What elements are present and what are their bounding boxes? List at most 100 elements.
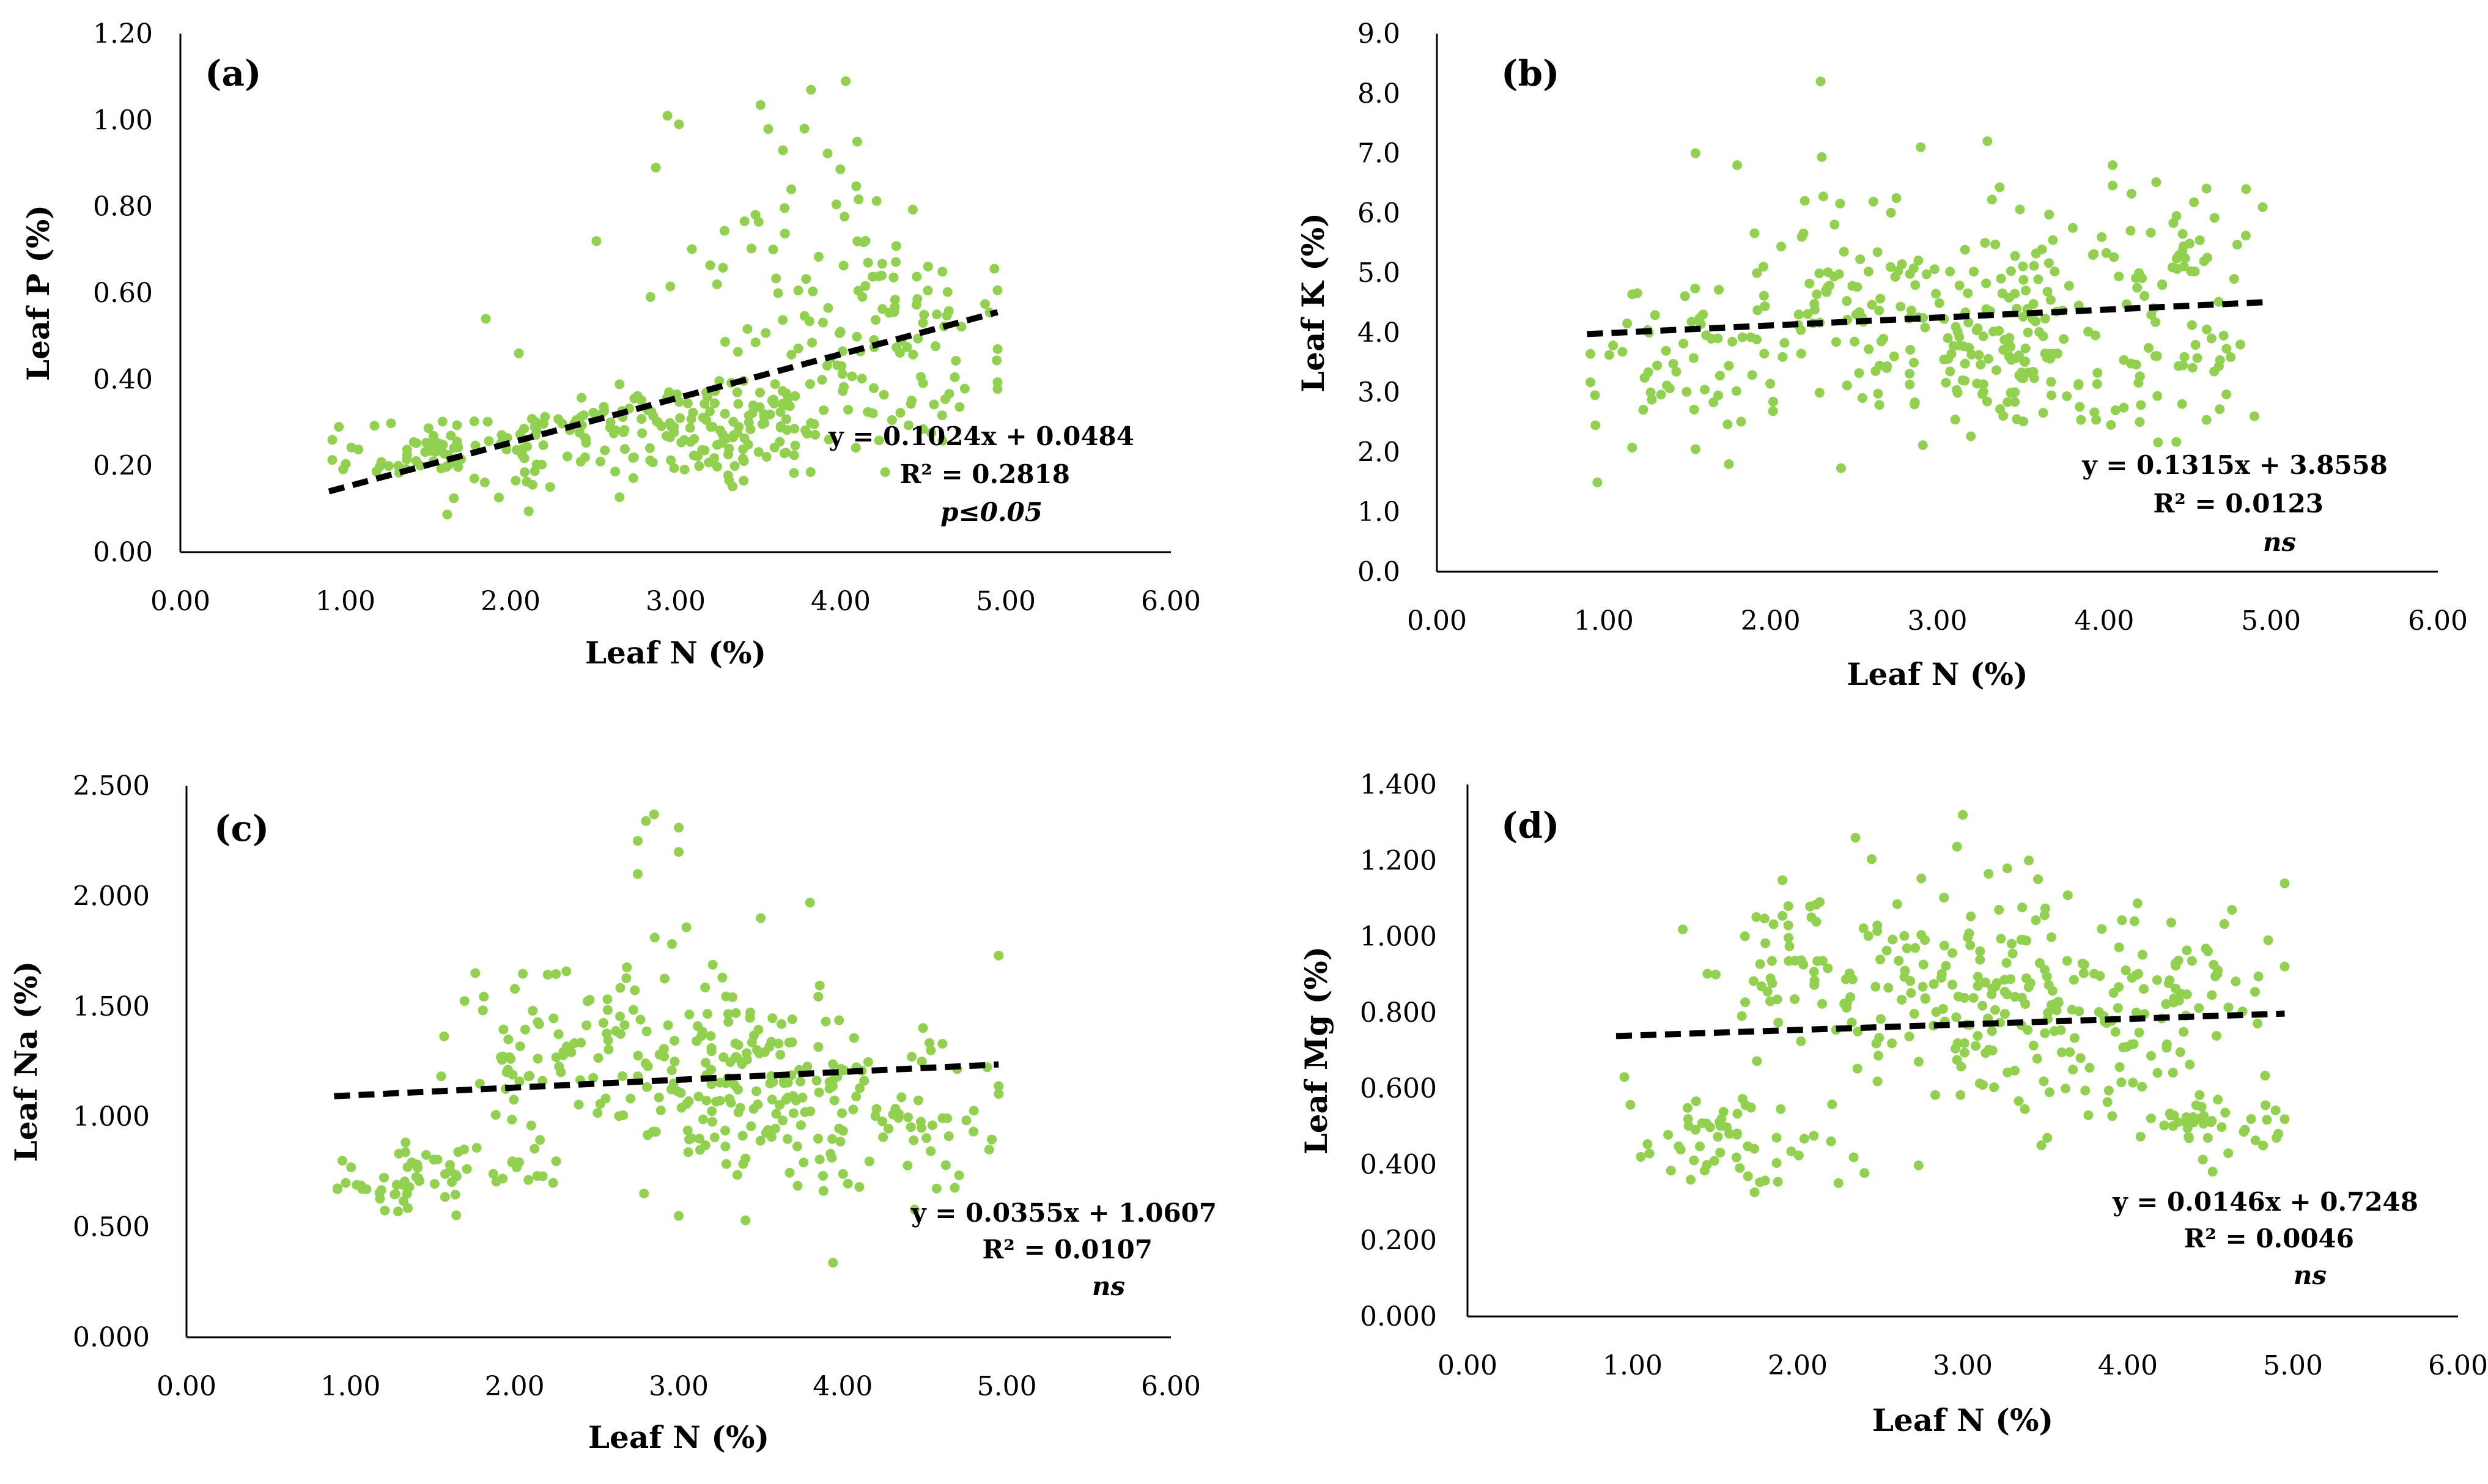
x-tick-label: 6.00: [2428, 1350, 2488, 1381]
data-point: [676, 437, 687, 448]
data-point: [402, 1203, 413, 1213]
data-point: [1818, 191, 1828, 202]
data-point: [1934, 298, 1944, 308]
data-point: [775, 437, 785, 447]
data-point: [469, 473, 479, 484]
data-point: [2075, 1053, 2086, 1063]
data-point: [706, 1031, 716, 1041]
data-point: [1715, 1147, 1726, 1157]
data-point: [1773, 1176, 1783, 1187]
data-point: [805, 379, 815, 389]
data-point: [545, 482, 555, 492]
x-tick-label: 5.00: [977, 1371, 1037, 1402]
data-point: [732, 387, 742, 397]
data-point: [903, 420, 914, 430]
data-point: [1627, 289, 1637, 300]
data-point: [1776, 1104, 1786, 1114]
data-point: [1863, 931, 1873, 941]
data-point: [2178, 241, 2188, 251]
data-point: [2163, 978, 2174, 989]
regression-equation: y = 0.1315x + 3.8558: [2081, 450, 2388, 480]
data-point: [2261, 1100, 2271, 1110]
data-point: [2152, 975, 2162, 985]
data-point: [733, 347, 743, 357]
data-point: [770, 1123, 780, 1134]
data-point: [578, 410, 589, 421]
data-point: [1743, 1141, 1753, 1151]
data-point: [1793, 309, 1804, 320]
data-point: [1804, 278, 1815, 289]
y-tick-label: 1.400: [1360, 769, 1437, 800]
regression-equation: y = 0.1024x + 0.0484: [828, 421, 1134, 451]
data-point: [1779, 338, 1790, 348]
data-point: [779, 448, 789, 459]
data-point: [1910, 943, 1921, 953]
data-point: [542, 970, 553, 980]
data-point: [2139, 984, 2149, 994]
data-point: [1749, 1187, 1760, 1197]
data-point: [517, 969, 528, 979]
data-point: [779, 1078, 789, 1088]
data-point: [2097, 232, 2107, 242]
data-point: [1710, 969, 1721, 980]
data-point: [926, 427, 937, 438]
data-point: [2031, 316, 2041, 327]
data-point: [2040, 903, 2051, 914]
data-point: [488, 1168, 498, 1179]
data-point: [2017, 367, 2027, 378]
x-tick-label: 3.00: [1908, 605, 1968, 637]
data-point: [1904, 369, 1914, 379]
data-point: [2110, 1027, 2121, 1037]
data-point: [548, 1013, 559, 1024]
data-point: [2034, 327, 2045, 337]
data-point: [1883, 983, 1894, 993]
data-point: [1800, 196, 1810, 206]
data-point: [707, 1117, 717, 1127]
data-point: [2221, 389, 2232, 399]
data-point: [2046, 377, 2056, 387]
y-tick-label: 0.200: [1360, 1225, 1437, 1257]
y-tick-label: 0.500: [73, 1212, 150, 1243]
data-point: [1700, 385, 1710, 395]
data-point: [2040, 1028, 2050, 1038]
trend-line: [334, 1061, 999, 1099]
data-point: [709, 398, 720, 408]
data-point: [704, 406, 715, 416]
data-point: [860, 236, 871, 246]
data-point: [2083, 327, 2094, 337]
data-point: [2226, 352, 2236, 362]
data-point: [852, 136, 862, 147]
data-point: [2116, 1077, 2127, 1088]
data-point: [2250, 1135, 2261, 1146]
data-point: [1947, 980, 1957, 990]
data-point: [916, 1123, 926, 1133]
data-point: [621, 973, 632, 983]
data-point: [768, 245, 778, 255]
data-point: [666, 1084, 676, 1095]
data-point: [2002, 863, 2012, 874]
data-point: [391, 1179, 402, 1190]
data-point: [792, 1141, 803, 1151]
data-point: [817, 375, 827, 385]
data-point: [580, 452, 590, 462]
data-point: [520, 1024, 530, 1035]
data-point: [1952, 1038, 1963, 1049]
data-point: [1695, 1141, 1705, 1151]
data-point: [1842, 296, 1852, 306]
data-point: [1966, 911, 1976, 921]
data-point: [1973, 1031, 1983, 1041]
data-point: [721, 991, 731, 1002]
data-point: [1839, 999, 1850, 1009]
data-point: [1756, 981, 1766, 991]
data-point: [1735, 1163, 1745, 1173]
data-point: [2279, 878, 2290, 888]
data-point: [824, 434, 834, 445]
data-point: [630, 985, 640, 995]
data-point: [1847, 281, 1858, 291]
data-point: [523, 1175, 534, 1185]
data-point: [2250, 987, 2260, 997]
data-point: [643, 1061, 653, 1072]
data-point: [715, 1096, 725, 1106]
data-point: [2033, 874, 2043, 885]
data-point: [662, 111, 673, 121]
